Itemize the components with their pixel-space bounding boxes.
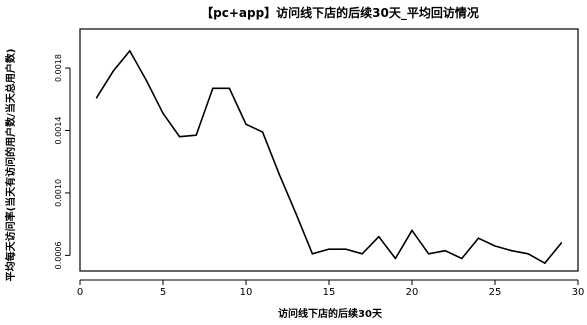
x-tick-label: 25: [489, 287, 502, 298]
chart-title: 【pc+app】访问线下店的后续30天_平均回访情况: [201, 5, 479, 21]
x-axis: 0 5 10 15 20 25 30: [77, 279, 585, 298]
x-axis-label: 访问线下店的后续30天: [278, 307, 383, 320]
y-tick-label: 0.0014: [54, 116, 63, 144]
y-tick-label: 0.0006: [54, 241, 63, 269]
data-point: [461, 257, 463, 260]
plot-border: [79, 28, 579, 272]
data-point: [527, 253, 529, 255]
series-line: [95, 50, 563, 264]
data-point: [162, 112, 164, 115]
data-point: [228, 87, 231, 90]
data-point: [444, 249, 447, 252]
data-point: [477, 237, 480, 240]
data-point: [95, 96, 98, 99]
series-layer: [95, 50, 563, 264]
y-axis: 0.0006 0.0010 0.0014 0.0018: [54, 54, 71, 269]
data-point: [328, 248, 330, 250]
data-point: [560, 242, 563, 244]
data-point: [510, 249, 513, 252]
y-tick-label: 0.0010: [54, 179, 63, 207]
data-point: [129, 50, 131, 52]
x-tick-label: 15: [323, 287, 336, 298]
y-tick-label: 0.0018: [54, 54, 63, 82]
data-point: [295, 212, 297, 215]
x-tick-label: 20: [406, 287, 419, 298]
x-tick-label: 30: [572, 287, 585, 298]
data-point: [261, 131, 264, 133]
data-point: [212, 87, 214, 90]
data-point: [411, 229, 413, 232]
data-point: [344, 248, 347, 250]
y-axis-label: 平均每天访问率(当天有访问的用户数/当天总用户数): [4, 49, 17, 282]
data-point: [311, 253, 314, 255]
plot-frame: [79, 28, 579, 272]
data-point: [245, 123, 247, 126]
data-point: [394, 257, 397, 260]
data-point: [378, 235, 380, 238]
data-point: [145, 79, 148, 82]
data-point: [361, 253, 364, 255]
data-point: [278, 173, 281, 175]
data-point: [494, 245, 496, 247]
data-point: [427, 253, 430, 255]
x-tick-label: 5: [160, 287, 166, 298]
x-tick-label: 0: [77, 287, 83, 298]
data-point: [195, 134, 197, 136]
x-tick-label: 10: [240, 287, 253, 298]
data-point: [178, 135, 181, 138]
data-point: [544, 262, 546, 264]
data-point: [112, 70, 114, 72]
